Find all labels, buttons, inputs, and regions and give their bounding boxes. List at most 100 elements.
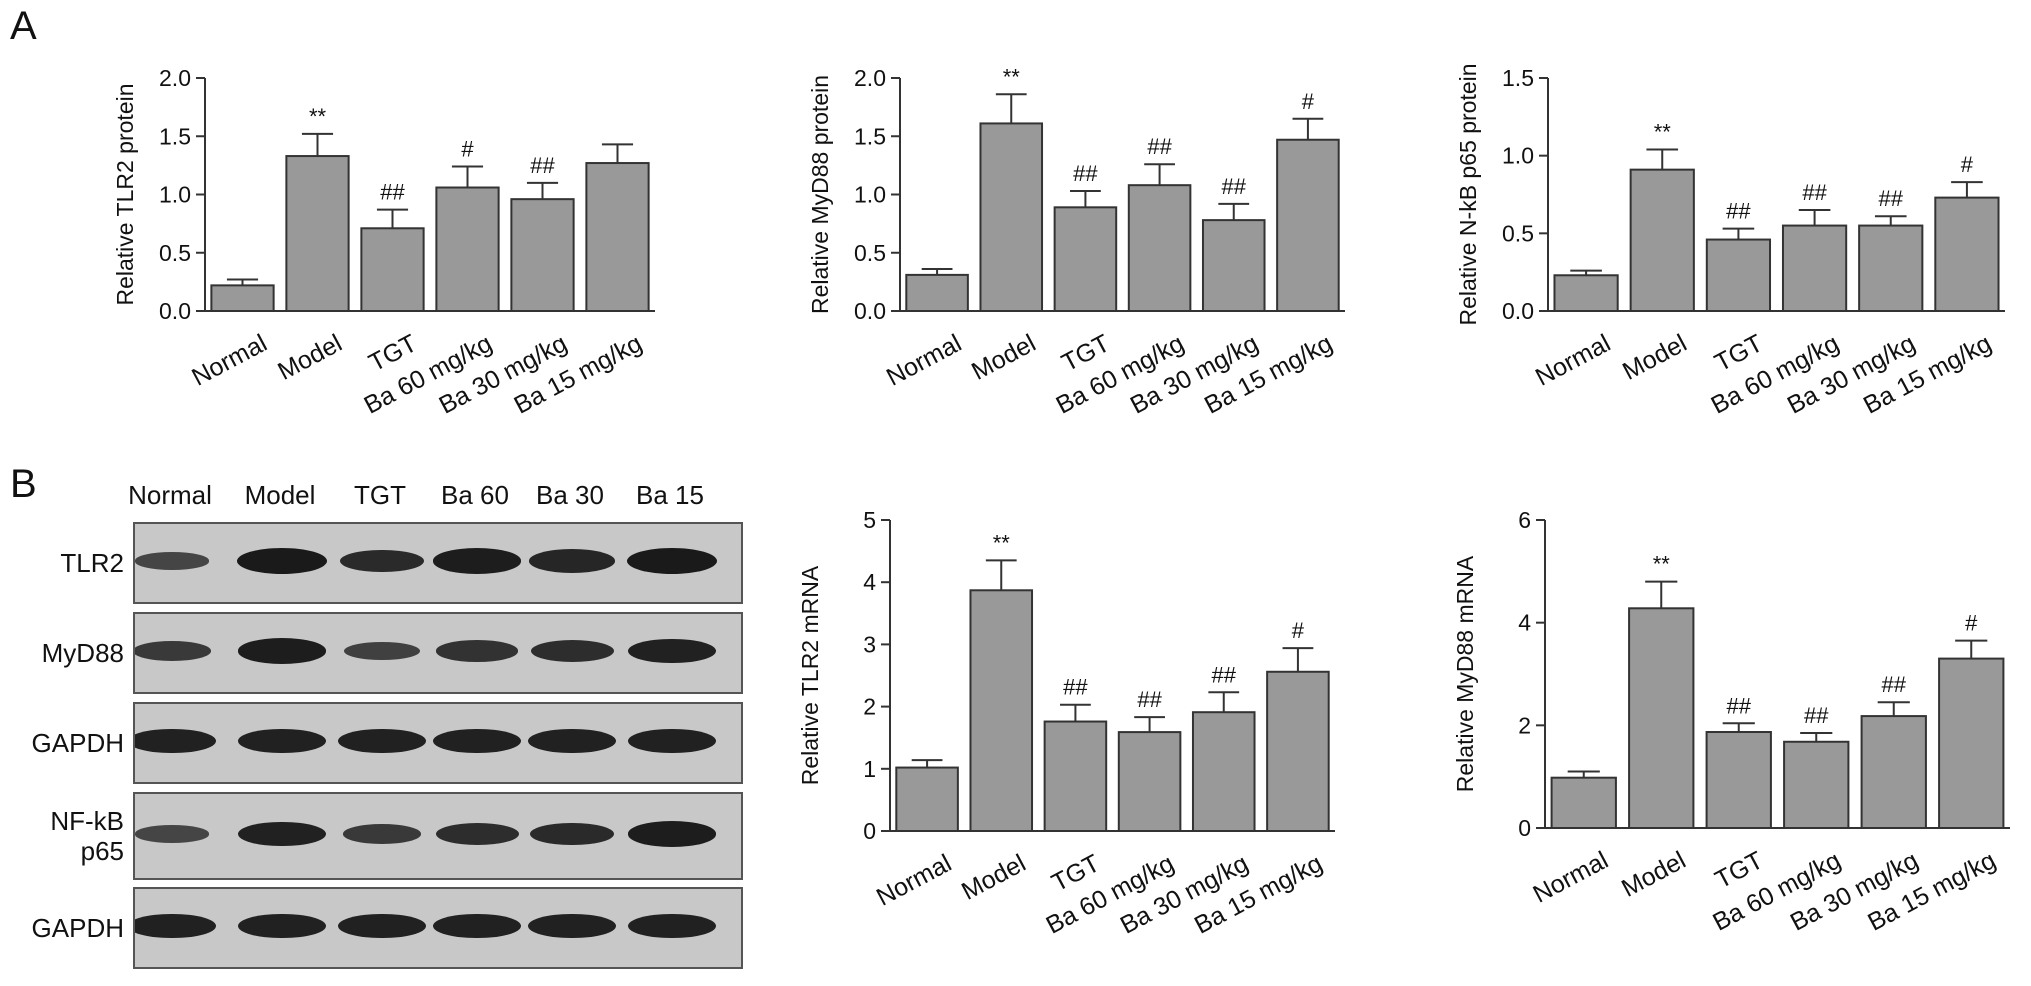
blot-strip [133,522,743,604]
blot-row-label: NF-kB p65 [50,806,124,866]
bar [360,227,425,312]
significance-label: ## [1804,703,1829,728]
lane-label: Ba 30 [536,480,604,510]
blot-band [237,638,327,664]
significance-label: ## [1212,662,1237,687]
y-tick-label: 0 [1518,815,1531,841]
significance-label: # [1302,89,1315,114]
blot-band [338,728,426,754]
blot-band [135,825,210,843]
significance-label: ** [1653,552,1671,577]
blot-band [135,728,216,754]
blot-band [433,728,521,754]
blot-band [528,728,616,754]
chart-3: 0.0 0.5 1.0 1.5 Relative N-kB p65 protein Nor… [1455,63,2005,420]
y-axis-label: Relative MyD88 protein [807,75,833,314]
significance-label: # [461,137,474,162]
bar [1705,238,1772,312]
category-label: Normal [1529,846,1613,909]
y-tick-label: 1.0 [854,182,886,208]
bar [585,162,650,312]
lane-label: Model [244,480,316,510]
blot-band [135,913,216,939]
blot-strip [133,612,743,694]
category-label: Normal [872,849,956,912]
significance-label: ** [309,104,327,129]
blot-band [529,822,615,846]
category-label: Normal [187,329,271,392]
y-axis-label: Relative TLR2 mRNA [797,565,823,785]
bar [1043,720,1108,833]
bar [1266,670,1330,832]
significance-label: ## [1073,161,1098,186]
y-tick-label: 0 [863,818,876,844]
bar [1628,607,1695,829]
category-label: Model [273,329,346,386]
significance-label: ## [1063,675,1088,700]
lane-label: TGT [354,480,406,510]
y-tick-label: 1.5 [1502,65,1534,91]
lane-label: Ba 15 [636,480,704,510]
y-tick-label: 6 [1518,507,1531,533]
bar [510,198,575,312]
bar [1553,274,1619,313]
blot-band [627,548,717,574]
blot-band [344,642,420,660]
significance-label: ## [1882,672,1907,697]
y-axis-label: Relative TLR2 protein [112,83,138,305]
y-tick-label: 1.5 [854,123,886,149]
y-tick-label: 5 [863,507,876,533]
bar [285,155,350,312]
bar [1934,196,2000,313]
blot-band [627,821,717,847]
significance-label: ** [1654,119,1672,144]
blot-strip [133,792,743,880]
bar [210,284,275,312]
y-tick-label: 0.5 [854,240,886,266]
panel-label-b: B [10,462,37,506]
blot-band [435,823,519,845]
bar [1276,138,1340,312]
blot-band [338,913,426,939]
y-tick-label: 1.0 [159,182,191,208]
blot-band [433,913,521,939]
lane-label: Ba 60 [441,480,509,510]
significance-label: ## [1802,180,1827,205]
bar [1858,224,1924,312]
blot-band [342,824,422,844]
y-axis-label: Relative MyD88 mRNA [1452,555,1478,792]
y-tick-label: 1.5 [159,123,191,149]
bar [1783,740,1850,830]
lane-label: Normal [128,480,212,510]
category-label: Model [957,849,1030,906]
bar [1053,206,1118,312]
blot-band [628,638,716,664]
blot-band [238,913,326,939]
y-tick-label: 2 [863,694,876,720]
significance-label: ## [1147,134,1172,159]
y-tick-label: 2.0 [159,65,191,91]
bar [1550,776,1617,830]
significance-label: ## [380,180,405,205]
significance-label: ** [993,530,1011,555]
bar [1629,168,1695,312]
blot-band [528,913,616,939]
chart-2: 0.0 0.5 1.0 1.5 2.0 Relative MyD88 protein Nor… [807,64,1345,420]
bar [1860,715,1927,829]
blot-band [339,549,425,573]
blot-row-label: GAPDH [31,913,124,943]
significance-label: ## [1879,186,1904,211]
blot-row-label: TLR2 [60,548,124,578]
bar [895,766,959,833]
blot-band [628,913,716,939]
blot-band [529,549,615,573]
y-tick-label: 4 [1518,610,1531,636]
blot-strip [133,702,743,784]
category-label: Model [1617,846,1690,903]
significance-label: # [1961,152,1974,177]
y-tick-label: 0.5 [1502,220,1534,246]
y-tick-label: 1 [863,756,876,782]
blot-band [436,640,518,662]
bar [1938,657,2005,829]
